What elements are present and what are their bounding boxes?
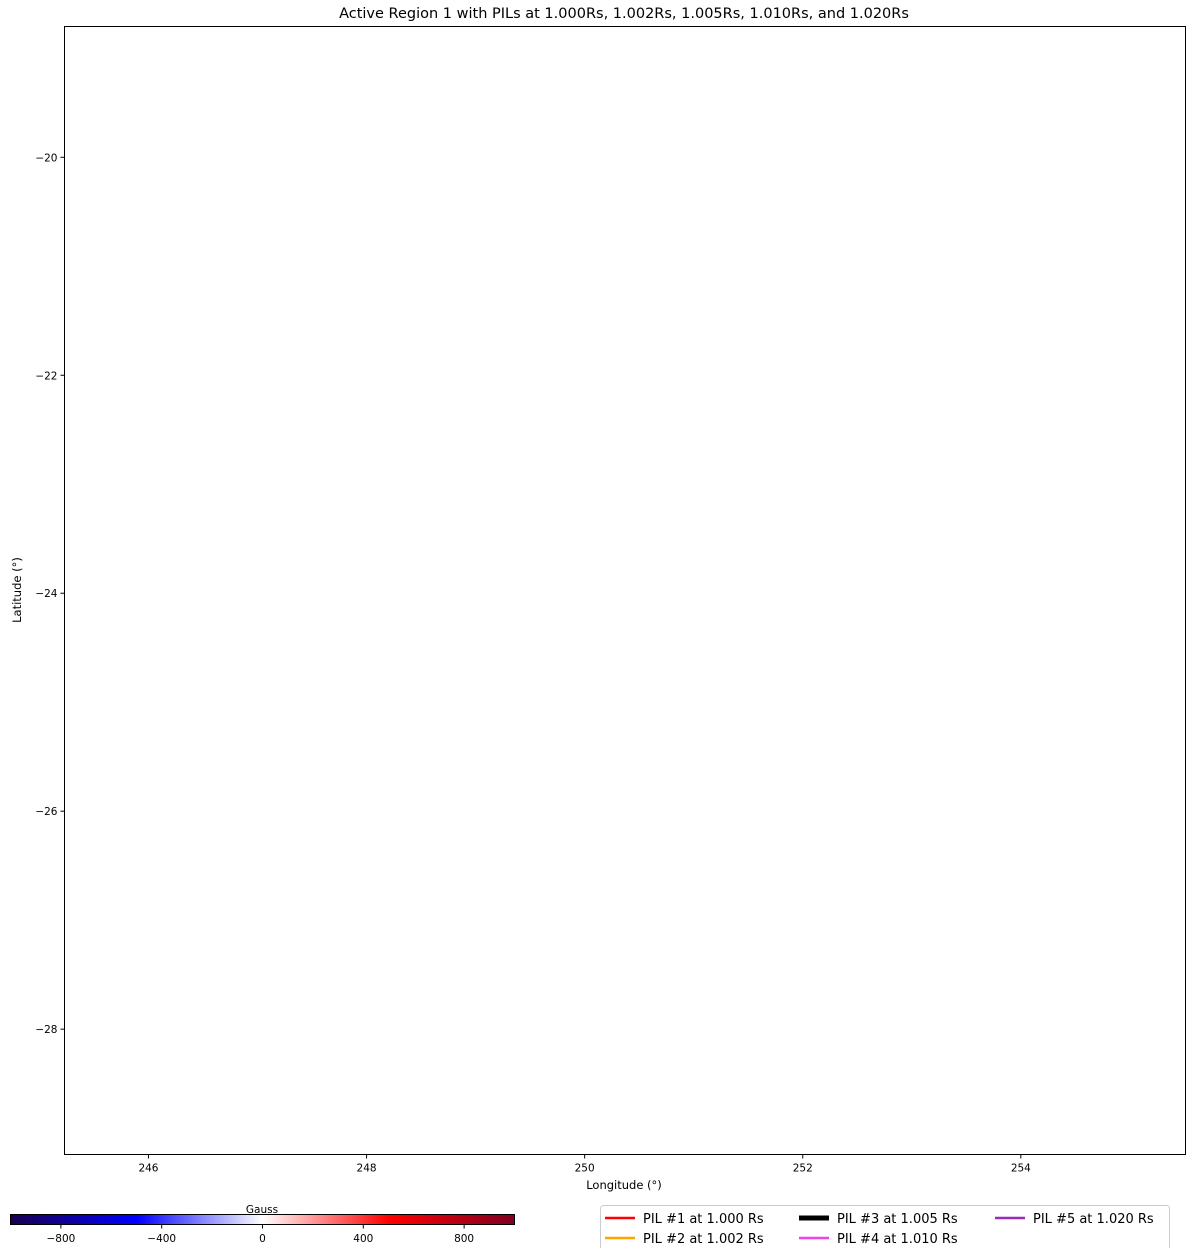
colorbar-tick-label: −400	[147, 1233, 176, 1245]
colorbar-tick-label: 400	[353, 1233, 373, 1245]
colorbar-tick-label: 0	[259, 1233, 266, 1245]
legend	[600, 1205, 1170, 1252]
plot-area	[64, 26, 1186, 1155]
x-tick-label: 248	[357, 1163, 377, 1175]
colorbar-tick-label: 800	[454, 1233, 474, 1245]
colorbar-tick-label: −800	[46, 1233, 75, 1245]
x-tick-label: 254	[1011, 1163, 1031, 1175]
y-tick-label: −26	[35, 806, 57, 818]
x-tick-label: 246	[138, 1163, 158, 1175]
y-axis-label: Latitude (°)	[10, 557, 24, 623]
legend-label: PIL #1 at 1.000 Rs	[643, 1212, 764, 1227]
y-tick-label: −24	[35, 588, 57, 600]
legend-label: PIL #3 at 1.005 Rs	[837, 1212, 958, 1227]
y-tick-label: −22	[35, 370, 57, 382]
y-tick-label: −20	[35, 152, 57, 164]
legend-label: PIL #5 at 1.020 Rs	[1033, 1212, 1154, 1227]
colorbar	[10, 1214, 515, 1225]
chart-title: Active Region 1 with PILs at 1.000Rs, 1.…	[339, 6, 909, 22]
colorbar-label: Gauss	[246, 1204, 278, 1216]
x-tick-label: 252	[793, 1163, 813, 1175]
y-tick-label: −28	[35, 1024, 57, 1036]
x-tick-label: 250	[575, 1163, 595, 1175]
legend-label: PIL #4 at 1.010 Rs	[837, 1232, 958, 1247]
x-axis-label: Longitude (°)	[586, 1178, 662, 1192]
legend-label: PIL #2 at 1.002 Rs	[643, 1232, 764, 1247]
